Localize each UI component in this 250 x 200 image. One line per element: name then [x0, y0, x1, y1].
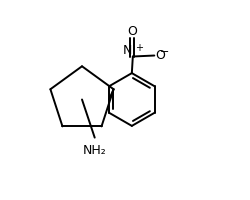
Text: O: O [127, 25, 137, 38]
Text: O: O [155, 49, 165, 62]
Text: NH₂: NH₂ [83, 143, 106, 156]
Text: N: N [122, 44, 132, 57]
Text: +: + [135, 43, 143, 53]
Text: −: − [160, 47, 169, 57]
